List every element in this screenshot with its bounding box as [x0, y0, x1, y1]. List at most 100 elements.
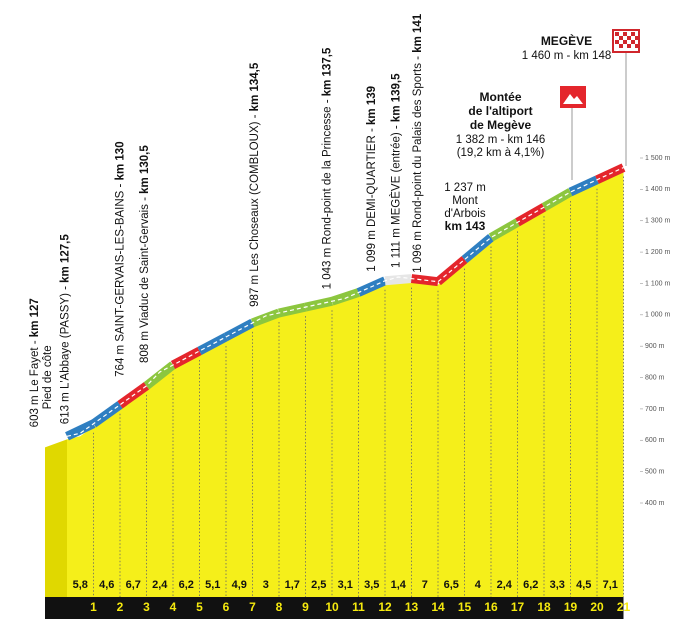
- y-tick-label: 1 400 m: [645, 186, 670, 193]
- gradient-label: 4,9: [232, 579, 247, 591]
- km-label: 21: [617, 600, 631, 614]
- summit-title: Montée: [480, 90, 522, 104]
- y-tick-label: 500 m: [645, 468, 665, 475]
- point-label-text: 1 043 m Rond-point de la Princesse -: [321, 96, 333, 289]
- profile-line: [66, 167, 624, 437]
- gradient-label: 4,5: [576, 579, 591, 591]
- km-label: 4: [170, 600, 177, 614]
- km-label: 12: [378, 600, 392, 614]
- point-label-km: km 137,5: [321, 47, 333, 96]
- km-label: 5: [196, 600, 203, 614]
- point-label-km: km 130: [115, 141, 127, 180]
- gradient-band: [65, 419, 96, 441]
- y-tick-label: 1 500 m: [645, 155, 670, 162]
- km-label: 9: [302, 600, 309, 614]
- gradient-band: [250, 308, 281, 328]
- summit-detail: Mont: [452, 195, 478, 207]
- point-label-km: km 141: [412, 13, 424, 53]
- km-label: 16: [484, 600, 498, 614]
- climb-flag: [560, 86, 586, 180]
- gradient-label: 3,3: [550, 579, 565, 591]
- point-label-text: 764 m SAINT-GERVAIS-LES-BAINS -: [115, 180, 127, 376]
- summit-detail: (19,2 km à 4,1%): [457, 147, 545, 159]
- point-label-km: km 127: [29, 298, 41, 337]
- y-tick-label: 900 m: [645, 343, 665, 350]
- gradient-band: [384, 274, 412, 286]
- km-label: 18: [537, 600, 551, 614]
- point-label-text: 1 111 m MEGÈVE (entrée) -: [389, 122, 402, 268]
- point-label-text: 987 m Les Choseaux (COMBLOUX) -: [249, 111, 261, 307]
- km-label: 15: [458, 600, 472, 614]
- point-label: 808 m Viaduc de Saint-Gervais - km 130,5: [139, 145, 151, 363]
- km-label: 8: [276, 600, 283, 614]
- y-tick-label: 1 000 m: [645, 312, 670, 319]
- km-label: 3: [143, 600, 150, 614]
- gradient-label: 3,5: [364, 579, 379, 591]
- finish-flag: [612, 29, 640, 166]
- gradient-label: 1,4: [391, 579, 407, 591]
- km-label: 6: [223, 600, 230, 614]
- gradient-label: 6,2: [179, 579, 194, 591]
- summit-title: de l'altiport: [468, 104, 532, 118]
- point-label-km: km 127,5: [59, 234, 71, 283]
- profile-side: [45, 439, 67, 597]
- summit-detail: 1 460 m - km 148: [522, 50, 611, 62]
- km-label: 17: [511, 600, 525, 614]
- point-label: 603 m Le Fayet - km 127: [29, 298, 41, 427]
- point-label-note: Pied de côte: [42, 345, 54, 409]
- summit-detail: 1 237 m: [444, 182, 486, 194]
- point-label: 1 099 m DEMI-QUARTIER - km 139: [366, 86, 378, 272]
- point-label: 764 m SAINT-GERVAIS-LES-BAINS - km 130: [115, 141, 127, 376]
- point-label: 1 043 m Rond-point de la Princesse - km …: [321, 47, 333, 289]
- gradient-label: 2,5: [311, 579, 326, 591]
- point-label-km: km 130,5: [139, 145, 151, 194]
- km-label: 2: [117, 600, 124, 614]
- gradient-label: 2,4: [152, 579, 168, 591]
- gradient-row: [67, 572, 624, 597]
- point-label: 1 096 m Rond-point du Palais des Sports …: [412, 13, 424, 273]
- y-tick-label: 1 200 m: [645, 249, 670, 256]
- km-label: 10: [325, 600, 339, 614]
- y-tick-label: 400 m: [645, 500, 665, 507]
- km-label: 20: [590, 600, 604, 614]
- summit-detail: 1 382 m - km 146: [456, 134, 545, 146]
- gradient-label: 7,1: [603, 579, 618, 591]
- y-tick-label: 1 300 m: [645, 218, 670, 225]
- gradient-label: 2,4: [497, 579, 513, 591]
- point-label-text: 1 099 m DEMI-QUARTIER -: [366, 125, 378, 272]
- point-label-km: km 139,5: [390, 73, 402, 122]
- km-label: 7: [249, 600, 256, 614]
- gradient-label: 6,2: [523, 579, 538, 591]
- gradient-label: 3: [263, 579, 269, 591]
- km-label: 14: [431, 600, 445, 614]
- summit-title: de Megève: [470, 118, 532, 132]
- gradient-label: 7: [422, 579, 428, 591]
- gradient-label: 6,5: [444, 579, 459, 591]
- km-label: 19: [564, 600, 578, 614]
- gradient-label: 4: [475, 579, 482, 591]
- point-label-text: 1 096 m Rond-point du Palais des Sports …: [412, 53, 424, 273]
- gradient-label: 6,7: [126, 579, 141, 591]
- point-label-text: 808 m Viaduc de Saint-Gervais -: [139, 194, 151, 363]
- summit-km: km 143: [445, 219, 486, 233]
- gradient-band: [143, 361, 176, 390]
- km-label: 13: [405, 600, 419, 614]
- gradient-label: 1,7: [285, 579, 300, 591]
- km-label: 1: [90, 600, 97, 614]
- gradient-label: 3,1: [338, 579, 353, 591]
- y-tick-label: 1 100 m: [645, 280, 670, 287]
- point-label: 1 111 m MEGÈVE (entrée) - km 139,5: [389, 73, 402, 268]
- km-band: [45, 597, 624, 619]
- y-tick-label: 800 m: [645, 374, 665, 381]
- point-label-text: 613 m L'Abbaye (PASSY) -: [59, 283, 71, 424]
- summit-title: MEGÈVE: [541, 33, 592, 48]
- point-label-km: km 134,5: [249, 62, 261, 111]
- point-label: 987 m Les Choseaux (COMBLOUX) - km 134,5: [249, 62, 261, 307]
- km-label: 11: [352, 600, 365, 614]
- y-tick-label: 600 m: [645, 437, 665, 444]
- point-label: 613 m L'Abbaye (PASSY) - km 127,5: [59, 234, 71, 425]
- profile-area: [67, 170, 624, 572]
- gradient-label: 5,8: [73, 579, 88, 591]
- point-label-km: km 139: [366, 86, 378, 125]
